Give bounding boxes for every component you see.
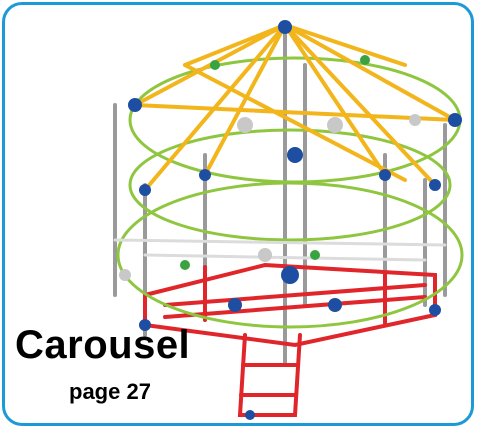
model-title: Carousel: [15, 323, 190, 368]
page-reference: page 27: [69, 379, 151, 405]
page: Carousel page 27 (() => { const data = J…: [0, 0, 482, 434]
card-frame: Carousel page 27: [2, 2, 474, 426]
